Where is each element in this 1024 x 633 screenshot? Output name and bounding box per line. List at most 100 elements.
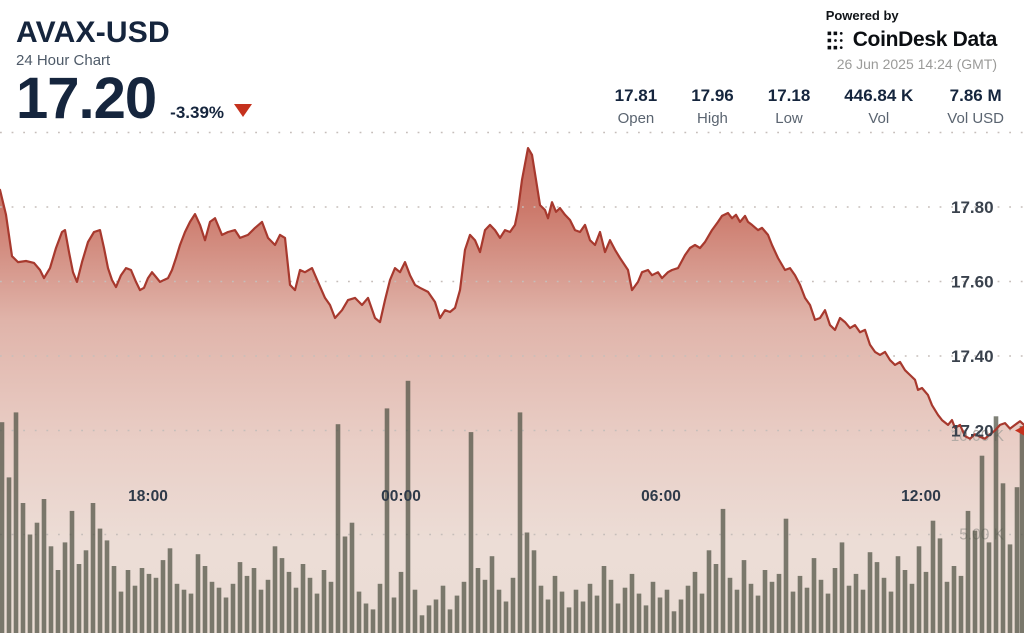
volume-bar [489,556,495,633]
volume-bar [279,558,285,633]
stats-row: 17.81 Open 17.96 High 17.18 Low 446.84 K… [581,86,1004,127]
time-axis-label: 06:00 [641,488,681,505]
volume-bar [433,599,439,633]
volume-bar [293,587,299,633]
volume-bar [286,571,292,633]
volume-bar [531,550,537,633]
volume-bar [727,577,733,633]
stat-vol-value: 446.84 K [844,86,914,105]
volume-bar [706,550,712,633]
volume-bar [146,573,152,633]
volume-bar [447,609,453,633]
volume-bar [713,564,719,633]
volume-bar [349,522,355,633]
volume-bar [524,532,530,633]
volume-bar [923,571,929,633]
volume-bar [601,566,607,633]
volume-bar [237,562,243,633]
volume-bar [720,508,726,633]
volume-bar [370,609,376,633]
volume-bar [6,477,12,633]
chart-subtitle: 24 Hour Chart [16,52,111,69]
volume-bar [55,570,61,633]
volume-bar [657,597,663,633]
volume-bar [874,562,880,633]
volume-bar [48,546,54,633]
volume-bar [342,536,348,633]
volume-bar [545,599,551,633]
powered-by-label: Powered by [825,8,899,23]
volume-bar [209,581,215,633]
volume-bar [202,566,208,633]
volume-bar [559,591,565,633]
stat-open-label: Open [617,110,655,127]
volume-bar [804,587,810,633]
volume-bar [27,534,33,633]
stat-vol-label: Vol [868,110,890,127]
volume-bar [153,577,159,633]
volume-bar [496,589,502,633]
volume-bar [384,408,390,633]
volume-bar [930,520,936,633]
volume-bar [615,603,621,633]
stat-vol-usd: 7.86 M Vol USD [947,86,1004,127]
volume-bar [958,575,964,633]
price-axis-label: 17.80 [951,198,994,217]
volume-bar [965,510,971,633]
price-axis-label: 17.60 [951,273,994,292]
volume-bar [20,503,26,633]
price-change-percent: -3.39% [170,103,225,122]
volume-bar [937,538,943,633]
volume-bar [356,591,362,633]
volume-bar [867,552,873,633]
volume-bar [587,583,593,633]
volume-bar [321,570,327,633]
volume-bar [678,599,684,633]
volume-bar [692,571,698,633]
volume-bar [363,603,369,633]
volume-bar [538,585,544,633]
stat-low: 17.18 Low [768,86,811,127]
volume-bar [566,607,572,633]
volume-bar [398,571,404,633]
volume-bar [517,412,523,633]
volume-bar [83,550,89,633]
stat-high-value: 17.96 [691,86,734,105]
volume-bar [902,570,908,633]
volume-bar [797,575,803,633]
volume-bar [510,577,516,633]
volume-bar [412,589,418,633]
volume-bar [335,424,341,633]
volume-bar [314,593,320,633]
volume-bar [62,542,68,633]
volume-bar [454,595,460,633]
price-down-triangle-icon [234,104,253,117]
volume-bar [748,583,754,633]
volume-bar [895,556,901,633]
volume-bar [377,583,383,633]
volume-bar [188,593,194,633]
volume-bar [272,546,278,633]
volume-bar [223,597,229,633]
volume-bar [846,585,852,633]
volume-bar [13,412,19,633]
timestamp: 26 Jun 2025 14:24 (GMT) [836,56,997,72]
volume-bar [195,554,201,633]
time-axis-label: 18:00 [128,488,168,505]
volume-bar [853,573,859,633]
volume-bar [230,583,236,633]
volume-bar [909,583,915,633]
volume-bar [986,542,992,633]
volume-bar [405,380,411,633]
volume-bar [734,589,740,633]
current-price: 17.20 [16,66,157,131]
volume-bar [972,530,978,633]
stat-high: 17.96 High [691,86,734,127]
volume-bar [811,558,817,633]
volume-bar [503,601,509,633]
volume-bar [594,595,600,633]
stat-open: 17.81 Open [615,86,658,127]
volume-bar [426,605,432,633]
